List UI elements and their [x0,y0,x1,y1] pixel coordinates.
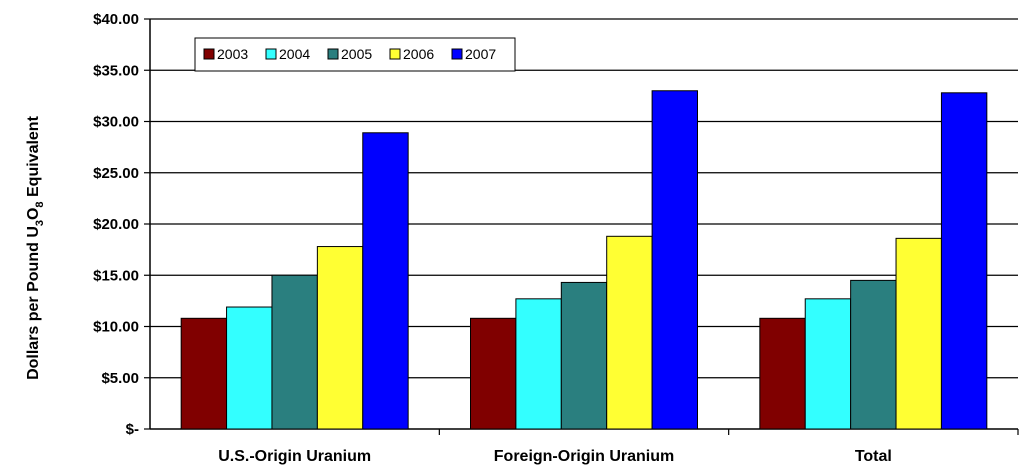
y-tick-labels: $- $5.00 $10.00 $15.00 $20.00 $25.00 $30.00 $35… [93,11,139,438]
y-tick-label: $30.00 [93,114,139,131]
bar-2003-1 [180,317,228,430]
legend-label-2003: 2003 [217,46,248,62]
y-axis-label-sub2: 8 [34,201,46,207]
bar-2004-1 [226,306,273,430]
x-category-label: U.S.-Origin Uranium [218,448,371,465]
y-tick-label: $20.00 [93,216,139,233]
bar-2006-3 [895,237,942,430]
bar-2007-1 [362,132,409,430]
bar-2003-2 [470,317,517,430]
bar-2005-1 [271,274,318,430]
bar-2004-2 [515,298,562,430]
bar-2007-2 [651,90,698,430]
bar-2006-1 [316,246,364,430]
bars [180,90,988,430]
y-tick-label: $35.00 [93,62,139,79]
legend-swatch-2005 [327,48,339,60]
bar-2005-3 [850,279,897,430]
bar-2007-3 [940,92,988,430]
x-category-label: Total [855,448,892,465]
legend-label-2005: 2005 [341,46,372,62]
y-tick-label: $25.00 [93,165,139,182]
bar-2005-2 [560,281,608,430]
legend-swatch-2006 [389,48,401,60]
x-category-label: Foreign-Origin Uranium [494,448,674,465]
y-axis-label: Dollars per Pound U3O8 Equivalent [25,115,46,380]
bar-2003-3 [759,317,806,430]
y-tick-label: $40.00 [93,11,139,28]
y-axis-label-sub1: 3 [34,220,46,226]
y-tick-label: $- [126,421,139,438]
y-tick-label: $10.00 [93,319,139,336]
legend-swatch-2007 [451,48,463,60]
y-tick-label: $15.00 [93,267,139,284]
legend-label-2006: 2006 [403,46,434,62]
legend-label-2004: 2004 [279,46,310,62]
y-tick-label: $5.00 [101,370,139,387]
bar-2006-2 [606,235,653,430]
bar-2004-3 [804,298,852,430]
legend-swatch-2004 [265,48,277,60]
legend-swatch-2003 [203,48,215,60]
legend-label-2007: 2007 [465,46,496,62]
legend: 2003 2004 2005 2006 2007 [194,37,516,72]
category-labels: U.S.-Origin Uranium Foreign-Origin Uraniu… [218,448,892,465]
